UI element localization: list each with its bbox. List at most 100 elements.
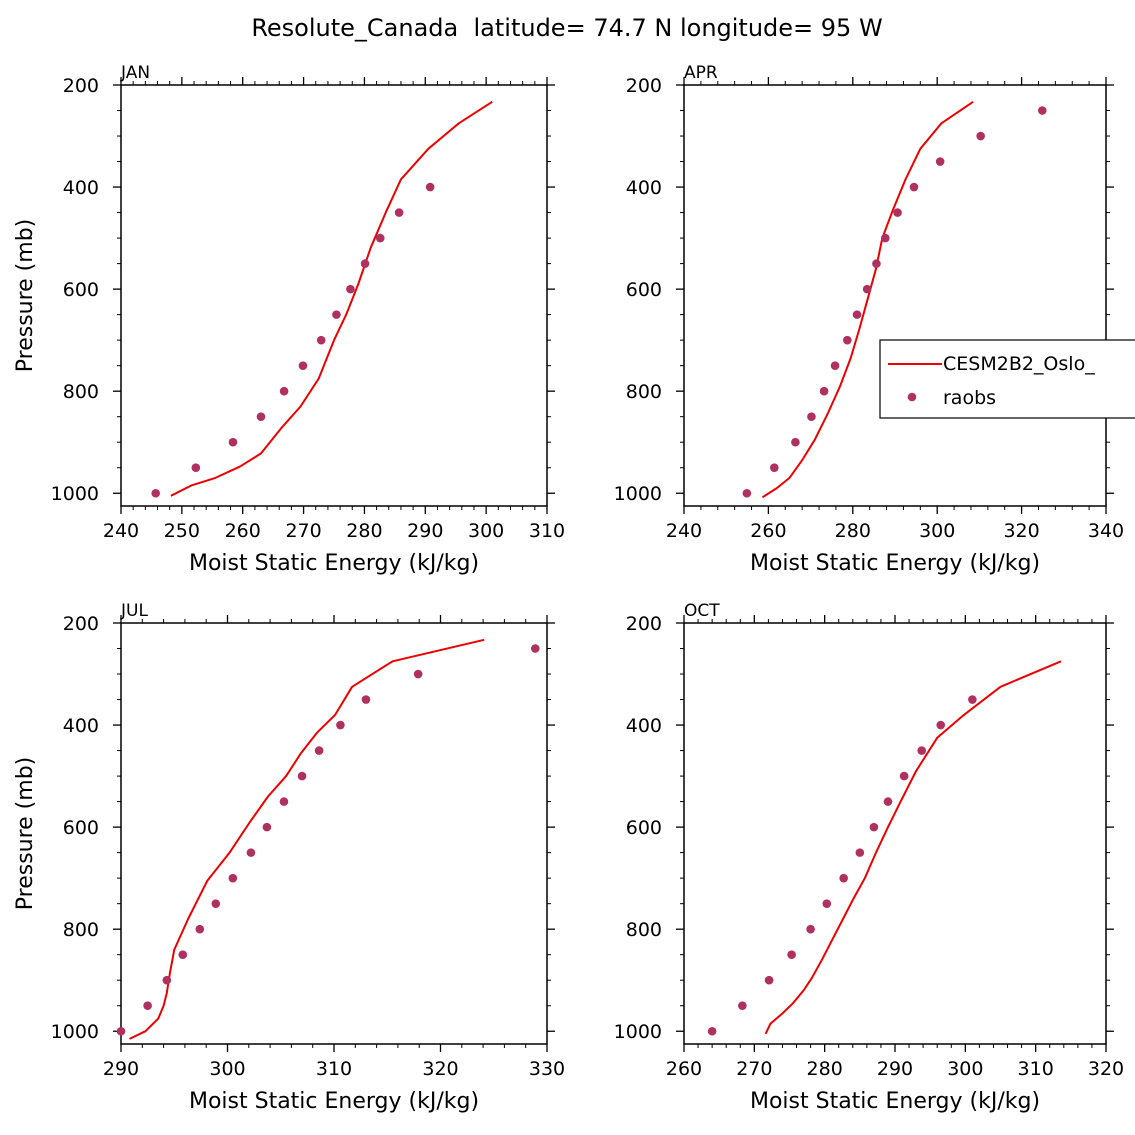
obs-point	[839, 873, 848, 883]
y-tick-label: 400	[63, 177, 99, 199]
obs-point	[314, 746, 324, 755]
plot-area	[151, 100, 493, 498]
obs-point	[394, 208, 404, 217]
plot-frame	[120, 84, 548, 507]
x-tick-label: 300	[919, 520, 955, 542]
y-axis-label: Pressure (mb)	[13, 757, 38, 911]
x-tick-label: 280	[807, 1058, 843, 1080]
obs-point	[899, 771, 909, 781]
y-tick-label: 1000	[614, 483, 662, 505]
x-tick-label: 240	[103, 520, 139, 542]
x-tick-label: 280	[346, 520, 382, 542]
obs-point	[738, 1001, 747, 1011]
y-tick-label: 200	[63, 613, 99, 635]
plot-area	[116, 638, 540, 1040]
obs-point	[151, 488, 160, 498]
obs-point	[262, 822, 272, 832]
obs-point	[316, 335, 326, 345]
model-line	[129, 638, 485, 1040]
x-tick-label: 290	[407, 520, 443, 542]
plot-frame	[120, 622, 548, 1045]
obs-point	[279, 797, 289, 806]
panel-title: OCT	[684, 601, 720, 621]
x-tick-label: 290	[877, 1058, 913, 1080]
obs-point	[116, 1026, 126, 1036]
x-tick-label: 340	[1088, 520, 1124, 542]
x-tick-label: 280	[835, 520, 871, 542]
model-line	[170, 100, 493, 497]
y-tick-label: 400	[626, 715, 662, 737]
obs-point	[530, 644, 540, 653]
panel-title: JUL	[120, 601, 148, 621]
obs-point	[935, 157, 945, 166]
x-tick-label: 260	[225, 520, 261, 542]
y-tick-label: 800	[63, 381, 99, 403]
obs-point	[976, 131, 985, 141]
obs-point	[822, 899, 832, 908]
model-line	[764, 660, 1062, 1035]
y-tick-label: 600	[626, 817, 662, 839]
x-tick-label: 240	[666, 520, 702, 542]
x-tick-label: 330	[529, 1058, 565, 1080]
obs-point	[872, 259, 881, 268]
y-tick-label: 1000	[51, 1021, 99, 1043]
obs-point	[843, 335, 852, 345]
x-tick-label: 320	[422, 1058, 458, 1080]
obs-point	[936, 720, 946, 730]
obs-point	[880, 233, 890, 243]
obs-point	[852, 310, 862, 319]
x-tick-label: 310	[316, 1058, 352, 1080]
obs-point	[228, 873, 238, 883]
plot-frame	[683, 84, 1107, 507]
x-tick-label: 300	[468, 520, 504, 542]
x-axis-label: Moist Static Energy (kJ/kg)	[750, 551, 1040, 576]
x-tick-label: 310	[1018, 1058, 1054, 1080]
x-tick-label: 270	[285, 520, 321, 542]
obs-point	[764, 975, 774, 985]
y-axis-label: Pressure (mb)	[13, 219, 38, 373]
y-tick-label: 1000	[51, 483, 99, 505]
x-tick-label: 320	[1003, 520, 1039, 542]
y-tick-label: 800	[626, 381, 662, 403]
x-tick-label: 300	[209, 1058, 245, 1080]
obs-point	[298, 361, 308, 370]
y-tick-label: 200	[63, 75, 99, 97]
legend-obs-marker	[907, 392, 917, 402]
panel-apr: APR 240 260 280 300 320 340 200 400 600 800 1000 Moi…	[614, 63, 1124, 576]
obs-point	[807, 412, 816, 421]
plot-area	[742, 100, 1047, 499]
obs-point	[297, 771, 307, 781]
obs-point	[336, 720, 345, 730]
obs-point	[855, 848, 865, 857]
legend-obs-label: raobs	[943, 387, 996, 409]
obs-point	[279, 386, 289, 396]
obs-point	[162, 975, 172, 985]
obs-point	[742, 488, 752, 498]
obs-point	[830, 361, 840, 370]
obs-point	[211, 899, 221, 908]
plot-frame	[683, 622, 1107, 1045]
legend: CESM2B2_Oslo_ raobs	[879, 339, 1135, 419]
obs-point	[968, 695, 977, 704]
obs-point	[195, 924, 205, 934]
obs-point	[256, 412, 266, 421]
obs-point	[791, 437, 800, 447]
figure-title: Resolute_Canada latitude= 74.7 N longitu…	[251, 14, 882, 42]
x-tick-label: 270	[736, 1058, 772, 1080]
x-tick-label: 310	[529, 520, 565, 542]
obs-point	[413, 669, 423, 679]
panel-title: APR	[684, 63, 718, 83]
x-axis-label: Moist Static Energy (kJ/kg)	[750, 1089, 1040, 1114]
obs-point	[360, 259, 370, 268]
x-tick-label: 250	[164, 520, 200, 542]
legend-model-label: CESM2B2_Oslo_	[943, 353, 1095, 375]
y-tick-label: 400	[63, 715, 99, 737]
y-tick-label: 200	[626, 75, 662, 97]
y-tick-label: 600	[63, 817, 99, 839]
y-tick-label: 1000	[614, 1021, 662, 1043]
obs-point	[375, 233, 385, 243]
obs-point	[1037, 106, 1047, 115]
obs-point	[917, 746, 927, 755]
x-tick-label: 260	[666, 1058, 702, 1080]
plot-area	[707, 660, 1062, 1036]
